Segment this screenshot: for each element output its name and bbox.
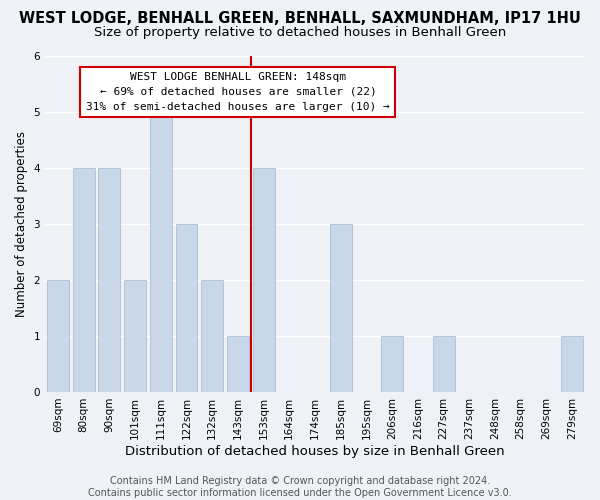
Bar xyxy=(433,336,455,392)
Bar xyxy=(227,336,249,392)
Bar xyxy=(330,224,352,392)
Bar xyxy=(47,280,69,392)
Bar xyxy=(98,168,120,392)
Bar xyxy=(561,336,583,392)
Y-axis label: Number of detached properties: Number of detached properties xyxy=(15,131,28,317)
X-axis label: Distribution of detached houses by size in Benhall Green: Distribution of detached houses by size … xyxy=(125,444,505,458)
Text: WEST LODGE, BENHALL GREEN, BENHALL, SAXMUNDHAM, IP17 1HU: WEST LODGE, BENHALL GREEN, BENHALL, SAXM… xyxy=(19,11,581,26)
Bar xyxy=(381,336,403,392)
Bar xyxy=(73,168,95,392)
Text: WEST LODGE BENHALL GREEN: 148sqm
← 69% of detached houses are smaller (22)
31% o: WEST LODGE BENHALL GREEN: 148sqm ← 69% o… xyxy=(86,72,390,112)
Bar xyxy=(150,112,172,392)
Bar xyxy=(253,168,275,392)
Bar xyxy=(176,224,197,392)
Bar xyxy=(124,280,146,392)
Text: Contains HM Land Registry data © Crown copyright and database right 2024.
Contai: Contains HM Land Registry data © Crown c… xyxy=(88,476,512,498)
Bar xyxy=(201,280,223,392)
Text: Size of property relative to detached houses in Benhall Green: Size of property relative to detached ho… xyxy=(94,26,506,39)
